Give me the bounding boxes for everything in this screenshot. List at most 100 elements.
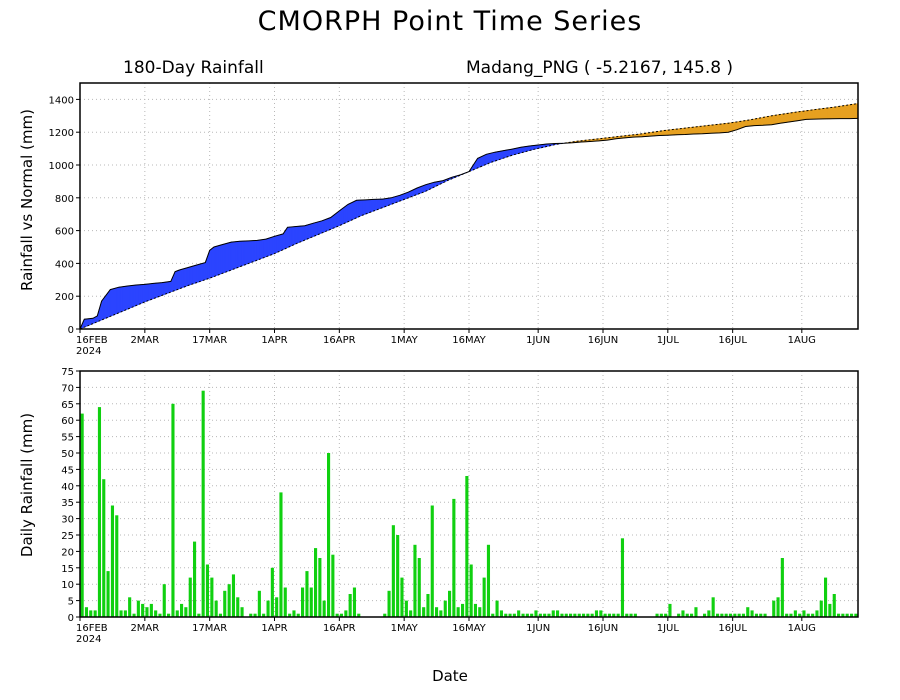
above-normal-segment [287, 226, 290, 249]
daily-rainfall-bar [728, 613, 733, 617]
daily-rainfall-bar [577, 613, 581, 617]
above-normal-segment [228, 241, 232, 272]
daily-rainfall-bar [383, 613, 387, 617]
bottom-chart-y-tick-label: 20 [61, 547, 74, 558]
above-normal-segment [213, 245, 217, 277]
daily-rainfall-bar [171, 403, 175, 617]
below-normal-segment [842, 105, 846, 119]
below-normal-segment [801, 110, 805, 121]
above-normal-segment [492, 151, 496, 163]
above-normal-segment [84, 318, 87, 328]
below-normal-segment [807, 109, 811, 120]
above-normal-segment [220, 244, 223, 275]
daily-rainfall-bar [586, 613, 590, 617]
below-normal-segment [674, 128, 677, 136]
daily-rainfall-bar [737, 613, 741, 617]
daily-rainfall-bar [305, 571, 309, 617]
daily-rainfall-bar [629, 613, 633, 617]
daily-rainfall-bar [599, 610, 603, 617]
daily-rainfall-bar [435, 607, 439, 617]
bottom-chart-y-tick-label: 35 [61, 498, 74, 509]
above-normal-segment [135, 284, 139, 306]
daily-rainfall-bar [655, 613, 659, 617]
daily-rainfall-bar [400, 577, 404, 617]
daily-rainfall-bar [616, 613, 620, 617]
daily-rainfall-bar [205, 564, 210, 617]
bottom-chart-x-tick-label: 16JUL [718, 623, 747, 634]
top-chart-x-tick-label: 16MAY [452, 335, 486, 346]
daily-rainfall-bar [275, 597, 279, 617]
below-normal-segment [816, 108, 820, 120]
above-normal-segment [507, 149, 511, 158]
daily-rainfall-bar [530, 613, 534, 617]
bottom-chart-x-tick-label: 1JUL [657, 623, 680, 634]
above-normal-segment [369, 199, 373, 213]
below-normal-segment [831, 106, 835, 120]
above-normal-segment [345, 203, 349, 224]
top-chart-y-label: Rainfall vs Normal (mm) [18, 109, 36, 291]
above-normal-segment [235, 241, 239, 269]
above-normal-segment [319, 220, 323, 235]
daily-rainfall-bar [534, 610, 538, 617]
below-normal-segment [669, 129, 673, 136]
above-normal-segment [269, 236, 273, 256]
daily-rainfall-bar [564, 613, 568, 617]
bottom-chart-frame [79, 370, 859, 618]
above-normal-segment [146, 283, 150, 302]
above-normal-segment [477, 156, 481, 169]
above-normal-segment [328, 217, 331, 231]
above-normal-segment [393, 196, 396, 204]
daily-rainfall-bar [746, 607, 750, 617]
below-normal-segment [810, 109, 813, 120]
below-normal-segment [846, 104, 850, 119]
top-chart-x-tick-label: 1JUN [526, 335, 550, 346]
daily-rainfall-bar [387, 590, 391, 617]
above-normal-segment [222, 243, 226, 274]
top-chart-y-tick-label: 1200 [49, 128, 74, 139]
top-chart-x-tick-label: 1AUG [788, 335, 816, 346]
below-normal-segment [732, 121, 736, 132]
daily-rainfall-bar [409, 610, 413, 617]
daily-rainfall-bar [724, 613, 728, 617]
above-normal-segment [215, 245, 219, 277]
below-normal-segment [710, 124, 714, 134]
daily-rainfall-bar [473, 603, 478, 617]
daily-rainfall-bar [158, 613, 162, 617]
daily-rainfall-bar [322, 600, 326, 617]
above-normal-segment [198, 263, 202, 283]
above-normal-segment [194, 264, 197, 284]
daily-rainfall-bar [188, 577, 192, 617]
daily-rainfall-bar [603, 613, 607, 617]
daily-rainfall-bar [391, 525, 395, 617]
below-normal-segment [827, 107, 831, 120]
above-normal-segment [265, 238, 269, 258]
above-normal-segment [181, 268, 185, 289]
bottom-chart-y-tick-label: 15 [61, 564, 74, 575]
bottom-chart-x-tick-label: 1JUN [526, 623, 550, 634]
below-normal-segment [680, 128, 684, 135]
daily-rainfall-bar [512, 613, 516, 617]
above-normal-segment [323, 218, 327, 233]
daily-rainfall-bar [218, 613, 223, 617]
daily-rainfall-bar [352, 587, 357, 617]
above-normal-segment [88, 318, 92, 326]
above-normal-segment [183, 267, 187, 288]
above-normal-segment [131, 284, 135, 308]
above-normal-segment [354, 199, 357, 220]
top-chart-x-tick-label: 1MAY [391, 335, 419, 346]
daily-rainfall-bar [106, 571, 110, 617]
bottom-chart-y-tick-label: 40 [61, 482, 74, 493]
daily-rainfall-bar [594, 610, 599, 617]
below-normal-segment [851, 103, 854, 119]
below-normal-segment [823, 107, 826, 120]
above-normal-segment [138, 284, 141, 306]
above-normal-segment [351, 200, 355, 221]
above-normal-segment [252, 240, 256, 263]
daily-rainfall-bar [115, 515, 119, 617]
above-normal-segment [176, 269, 180, 291]
daily-rainfall-bar [837, 613, 841, 617]
daily-rainfall-bar [521, 613, 525, 617]
below-normal-segment [820, 108, 824, 120]
below-normal-segment [840, 105, 844, 119]
top-chart-x-tick-label: 16JUL [718, 335, 747, 346]
